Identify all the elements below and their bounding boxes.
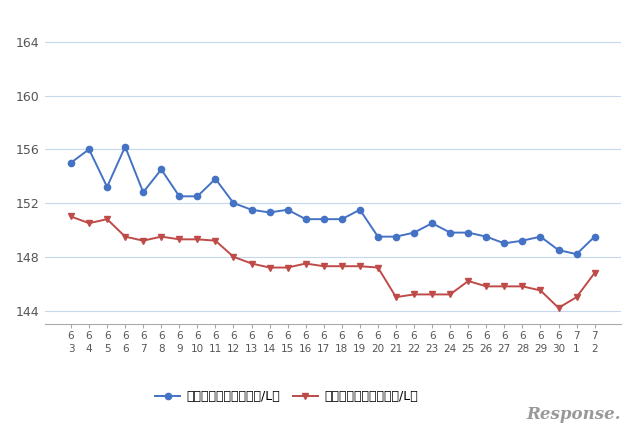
- ハイオク看板価格（円/L）: [591, 234, 598, 239]
- ハイオク看板価格（円/L）: [103, 184, 111, 190]
- ハイオク実売価格（円/L）: [320, 264, 328, 269]
- ハイオク実売価格（円/L）: [67, 214, 75, 219]
- ハイオク実売価格（円/L）: [338, 264, 346, 269]
- ハイオク看板価格（円/L）: [67, 160, 75, 165]
- ハイオク看板価格（円/L）: [555, 248, 563, 253]
- ハイオク看板価格（円/L）: [193, 194, 201, 199]
- ハイオク実売価格（円/L）: [302, 261, 310, 266]
- ハイオク実売価格（円/L）: [428, 292, 436, 297]
- ハイオク看板価格（円/L）: [356, 207, 364, 213]
- ハイオク実売価格（円/L）: [446, 292, 454, 297]
- ハイオク看板価格（円/L）: [248, 207, 255, 213]
- ハイオク看板価格（円/L）: [266, 210, 273, 215]
- ハイオク実売価格（円/L）: [122, 234, 129, 239]
- ハイオク実売価格（円/L）: [573, 295, 580, 300]
- ハイオク看板価格（円/L）: [284, 207, 291, 213]
- ハイオク実売価格（円/L）: [392, 295, 400, 300]
- ハイオク看板価格（円/L）: [518, 238, 526, 243]
- ハイオク実売価格（円/L）: [410, 292, 418, 297]
- ハイオク実売価格（円/L）: [157, 234, 165, 239]
- ハイオク看板価格（円/L）: [175, 194, 183, 199]
- ハイオク実売価格（円/L）: [374, 265, 382, 270]
- ハイオク実売価格（円/L）: [212, 238, 220, 243]
- ハイオク実売価格（円/L）: [175, 237, 183, 242]
- ハイオク看板価格（円/L）: [428, 221, 436, 226]
- ハイオク実売価格（円/L）: [500, 284, 508, 289]
- ハイオク看板価格（円/L）: [410, 230, 418, 235]
- ハイオク実売価格（円/L）: [536, 288, 544, 293]
- ハイオク実売価格（円/L）: [248, 261, 255, 266]
- Legend: ハイオク看板価格（円/L）, ハイオク実売価格（円/L）: ハイオク看板価格（円/L）, ハイオク実売価格（円/L）: [150, 385, 423, 409]
- ハイオク看板価格（円/L）: [573, 251, 580, 257]
- ハイオク実売価格（円/L）: [518, 284, 526, 289]
- ハイオク看板価格（円/L）: [85, 147, 93, 152]
- ハイオク看板価格（円/L）: [465, 230, 472, 235]
- ハイオク実売価格（円/L）: [85, 221, 93, 226]
- ハイオク看板価格（円/L）: [212, 176, 220, 181]
- ハイオク実売価格（円/L）: [266, 265, 273, 270]
- ハイオク実売価格（円/L）: [284, 265, 291, 270]
- Line: ハイオク看板価格（円/L）: ハイオク看板価格（円/L）: [68, 143, 598, 257]
- Line: ハイオク実売価格（円/L）: ハイオク実売価格（円/L）: [68, 213, 598, 311]
- ハイオク実売価格（円/L）: [465, 278, 472, 283]
- ハイオク実売価格（円/L）: [483, 284, 490, 289]
- ハイオク看板価格（円/L）: [230, 200, 237, 206]
- ハイオク実売価格（円/L）: [356, 264, 364, 269]
- Text: Response.: Response.: [526, 407, 621, 423]
- ハイオク実売価格（円/L）: [591, 270, 598, 276]
- ハイオク看板価格（円/L）: [320, 216, 328, 222]
- ハイオク看板価格（円/L）: [392, 234, 400, 239]
- ハイオク看板価格（円/L）: [483, 234, 490, 239]
- ハイオク実売価格（円/L）: [230, 254, 237, 259]
- ハイオク看板価格（円/L）: [140, 190, 147, 195]
- ハイオク実売価格（円/L）: [555, 305, 563, 311]
- ハイオク看板価格（円/L）: [446, 230, 454, 235]
- ハイオク実売価格（円/L）: [103, 216, 111, 222]
- ハイオク看板価格（円/L）: [157, 167, 165, 172]
- ハイオク看板価格（円/L）: [536, 234, 544, 239]
- ハイオク看板価格（円/L）: [500, 241, 508, 246]
- ハイオク看板価格（円/L）: [374, 234, 382, 239]
- ハイオク看板価格（円/L）: [122, 144, 129, 149]
- ハイオク看板価格（円/L）: [338, 216, 346, 222]
- ハイオク看板価格（円/L）: [302, 216, 310, 222]
- ハイオク実売価格（円/L）: [193, 237, 201, 242]
- ハイオク実売価格（円/L）: [140, 238, 147, 243]
